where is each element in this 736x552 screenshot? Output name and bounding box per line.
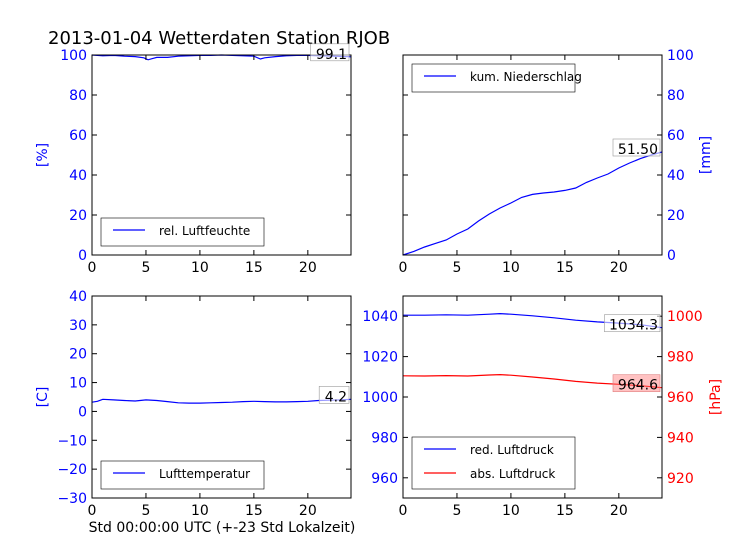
pressure-y-tick-label: 980 [371, 430, 398, 446]
pressure-annotation-label: 1034.3 [609, 318, 658, 334]
precipitation-panel: 0 5 10 15 20 0 20 40 60 80 100 [mm] kum. Niederschla… [399, 48, 714, 276]
precipitation-x-tick-label: 0 [399, 260, 408, 276]
pressure-y-tick-label: 1040 [362, 309, 398, 325]
pressure-y-right-tick-label: 960 [667, 390, 694, 406]
temperature-annotation-box [318, 386, 350, 404]
humidity-legend-label: rel. Luftfeuchte [159, 224, 250, 238]
pressure-x-tick-label: 0 [399, 503, 408, 519]
temperature-y-tick-label: 0 [78, 404, 87, 420]
precipitation-legend-label: kum. Niederschlag [470, 70, 582, 84]
temperature-x-tick-label: 15 [245, 503, 263, 519]
pressure-legend [411, 436, 576, 490]
humidity-x-tick-label: 10 [191, 260, 209, 276]
humidity-x-tick-label: 20 [299, 260, 317, 276]
temperature-x-tick-label: 0 [88, 503, 97, 519]
precipitation-x-tick-label: 5 [452, 260, 461, 276]
temperature-x-tick-label: 5 [141, 503, 150, 519]
temperature-y-axis-label: [C] [35, 387, 51, 408]
pressure-annotation-label: 964.6 [618, 378, 658, 394]
precipitation-y-tick-label: 80 [667, 88, 685, 104]
pressure-y-tick-label: 1020 [362, 350, 398, 366]
pressure-y-tick-label: 1000 [362, 390, 398, 406]
humidity-x-tick-label: 0 [88, 260, 97, 276]
humidity-y-tick-label: 20 [69, 208, 87, 224]
humidity-y-axis-label: [%] [35, 143, 51, 167]
precipitation-legend [411, 63, 576, 93]
precipitation-x-tick-label: 10 [502, 260, 520, 276]
precipitation-series-line-0 [402, 151, 663, 256]
humidity-legend [100, 217, 265, 247]
humidity-y-tick-label: 80 [69, 88, 87, 104]
precipitation-y-tick-label: 20 [667, 208, 685, 224]
precipitation-annotation-label: 51.50 [618, 142, 658, 158]
pressure-x-tick-label: 20 [610, 503, 628, 519]
precipitation-x-tick-label: 20 [610, 260, 628, 276]
humidity-y-tick-label: 60 [69, 128, 87, 144]
humidity-annotation-box [310, 43, 350, 62]
humidity-y-tick-label: 40 [69, 168, 87, 184]
precipitation-annotation-box [612, 138, 661, 157]
temperature-y-tick-label: 20 [69, 347, 87, 363]
pressure-legend-label: red. Luftdruck [470, 443, 554, 457]
pressure-annotation-box [604, 314, 661, 333]
pressure-y-right-axis-label: [hPa] [708, 379, 724, 415]
pressure-panel: 0 5 10 15 20 960 980 1000 1020 1040 920 940 960 980 10… [362, 295, 724, 519]
pressure-legend-label: abs. Luftdruck [470, 467, 555, 481]
temperature-plot-frame [91, 295, 352, 499]
temperature-panel: 0 5 10 15 20 −30 −20 −10 0 10 20 30 40 [C] Lufttempera… [35, 289, 352, 519]
pressure-x-tick-label: 5 [452, 503, 461, 519]
pressure-y-right-tick-label: 920 [667, 471, 694, 487]
temperature-annotation-label: 4.2 [325, 389, 347, 405]
temperature-legend-label: Lufttemperatur [159, 467, 250, 481]
temperature-y-tick-label: −10 [57, 433, 87, 449]
humidity-plot-frame [91, 54, 352, 256]
temperature-legend [100, 460, 265, 490]
precipitation-plot-frame [402, 54, 663, 256]
precipitation-x-tick-label: 15 [556, 260, 574, 276]
humidity-x-tick-label: 5 [141, 260, 150, 276]
precipitation-y-axis-label: [mm] [698, 136, 714, 174]
precipitation-y-tick-label: 0 [667, 248, 676, 264]
precipitation-y-tick-label: 100 [667, 48, 694, 64]
humidity-annotation-label: 99.1 [316, 47, 347, 63]
figure-title: 2013-01-04 Wetterdaten Station RJOB [48, 28, 390, 49]
temperature-x-tick-label: 20 [299, 503, 317, 519]
temperature-y-tick-label: −20 [57, 462, 87, 478]
precipitation-y-tick-label: 40 [667, 168, 685, 184]
pressure-y-right-tick-label: 940 [667, 430, 694, 446]
pressure-series-line-1 [402, 373, 663, 389]
pressure-annotation-box [612, 374, 661, 393]
x-axis-label: Std 00:00:00 UTC (+-23 Std Lokalzeit) [89, 520, 356, 536]
temperature-y-tick-label: 40 [69, 289, 87, 305]
humidity-y-tick-label: 0 [78, 248, 87, 264]
pressure-x-tick-label: 15 [556, 503, 574, 519]
temperature-y-tick-label: 30 [69, 318, 87, 334]
temperature-y-tick-label: 10 [69, 376, 87, 392]
pressure-y-right-tick-label: 1000 [667, 309, 703, 325]
temperature-y-tick-label: −30 [57, 491, 87, 507]
humidity-y-tick-label: 100 [60, 48, 87, 64]
precipitation-y-tick-label: 60 [667, 128, 685, 144]
humidity-x-tick-label: 15 [245, 260, 263, 276]
pressure-y-tick-label: 960 [371, 471, 398, 487]
temperature-series-line-0 [91, 398, 352, 404]
pressure-y-right-tick-label: 980 [667, 350, 694, 366]
pressure-x-tick-label: 10 [502, 503, 520, 519]
temperature-x-tick-label: 10 [191, 503, 209, 519]
humidity-panel: 0 5 10 15 20 0 20 40 60 80 100 [%] rel. Luftfeuchte 9… [35, 43, 352, 276]
